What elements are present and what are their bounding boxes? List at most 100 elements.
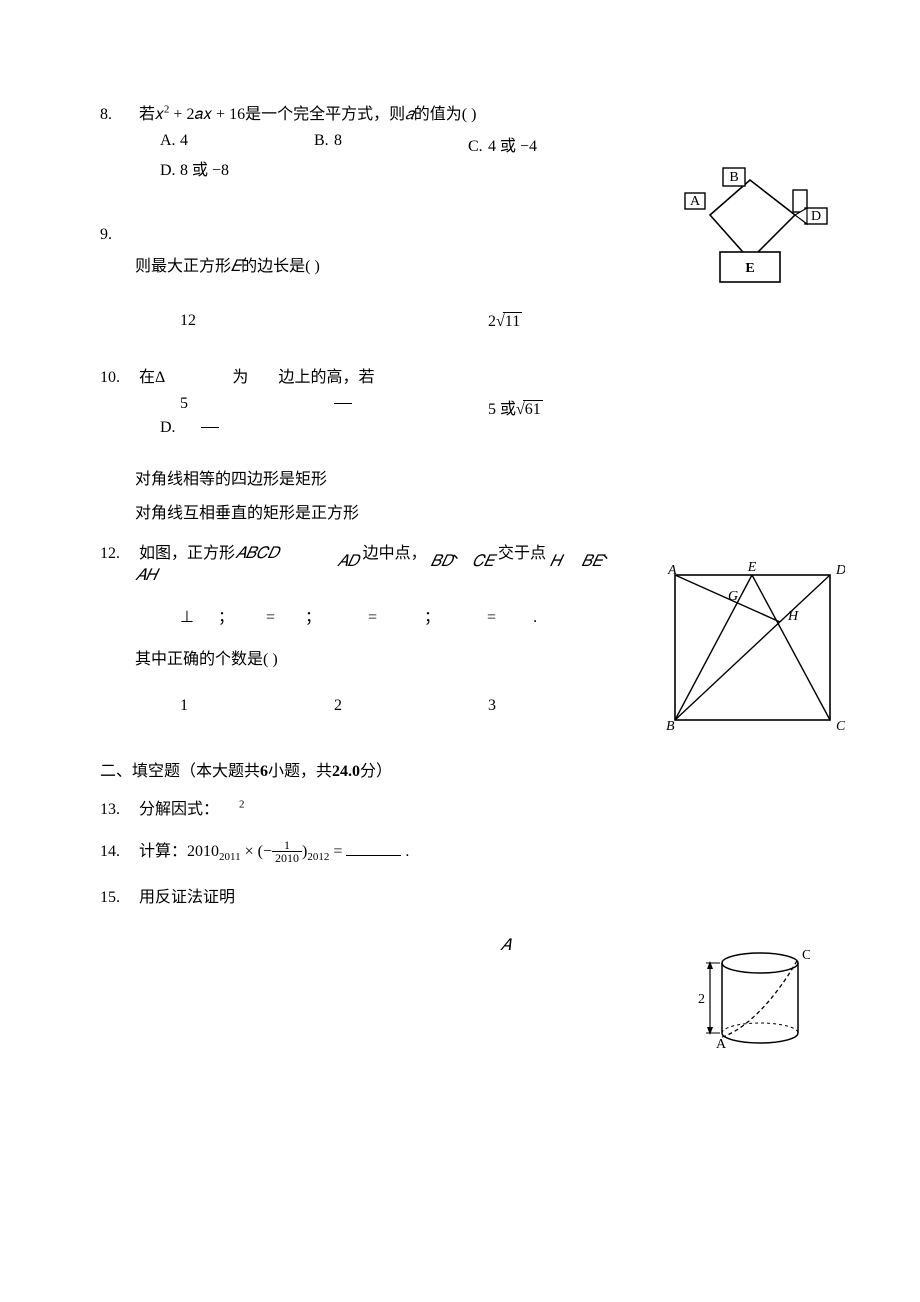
q9-l3-tail: 则最大正方形 (135, 258, 231, 275)
q10-p3: 为 (232, 369, 248, 386)
q14-base1: 2010 (187, 843, 219, 860)
q16-fragment: 𝐴 (500, 937, 660, 955)
q11-optB: 对角线互相垂直的矩形是正方形 (135, 505, 359, 522)
q12-sep: 、 (452, 545, 468, 562)
q14-eq: = (329, 843, 346, 860)
q10-optC-sqrt-arg: 61 (523, 400, 543, 419)
q10-tri: Δ (155, 369, 164, 386)
q14-blank (346, 855, 401, 856)
sec2-score: 24.0 (332, 763, 360, 780)
q12-fig-E: E (747, 560, 757, 575)
q15-stem: 用反证法证明 (139, 889, 235, 906)
q14-sup1: 2011 (219, 851, 241, 863)
q12-AH: 𝐴𝐻 (135, 567, 157, 584)
q13: 13. 分解因式： 2 (100, 795, 660, 819)
q14-tail: . (401, 843, 409, 860)
q10-optC-sqrt: 61 (516, 400, 543, 419)
q16-fig-h: 2 (698, 992, 705, 1007)
section2-header: 二、填空题（本大题共6小题，共24.0分） (100, 757, 660, 781)
q9-optC-sqrt-arg: 11 (503, 312, 522, 331)
q9-optC-sqrt: 11 (496, 312, 522, 331)
q8-optA-label: A. (160, 132, 180, 150)
q13-exp: 2 (239, 799, 245, 811)
q10-optA: 5 (180, 395, 188, 412)
q12-fig-H: H (787, 609, 799, 624)
q8-stem-prefix: 若𝑥 (139, 106, 164, 123)
q12-ABCD: 𝐴𝐵𝐶𝐷 (235, 545, 279, 562)
q16-figure: 2 A C (690, 945, 810, 1055)
q12-fig-B: B (666, 719, 675, 734)
q12-claims: ⊥；=；=；=. (160, 603, 660, 627)
q8-optC: 4 或 −4 (488, 138, 537, 155)
q15-number: 15. (100, 889, 135, 907)
q9-fig-A: A (690, 194, 701, 209)
q9-stem-line3: 则最大正方形𝐸的边长是( ) (135, 252, 660, 276)
q9-fig-B: B (729, 170, 738, 185)
q14-frac-den: 2010 (272, 852, 302, 865)
q9-l3-var: 𝐸 (231, 258, 241, 275)
q14-sup2: 2012 (307, 851, 329, 863)
q12: 12. 如图，正方形𝐴𝐵𝐶𝐷 𝐴𝐷 边中点， 𝐵𝐷、 𝐶𝐸 交于点 𝐻， 𝐵𝐸、 (100, 539, 660, 563)
q16-fig-A: A (716, 1037, 727, 1052)
q10-options: A.5 B. C.5 或61 D. (160, 395, 660, 437)
q14-times: × (− (241, 843, 272, 860)
q12-p4: 交于点 (498, 545, 546, 562)
q9-number: 9. (100, 226, 135, 244)
sec2-mid: 小题，共 (268, 763, 332, 780)
q8-number: 8. (100, 106, 135, 124)
q12-optB: 2 (334, 697, 342, 714)
q10: 10. 在Δ 为 边上的高，若 (100, 363, 660, 387)
q10-optC-pre: 5 或 (488, 401, 516, 418)
q8-optB: 8 (334, 132, 342, 149)
q12-fig-D: D (835, 563, 845, 578)
q12-p1: 如图，正方形 (139, 545, 235, 562)
q9-options: A.12 B. C.211 (160, 312, 660, 349)
q9-figure: B A C D E (665, 160, 835, 290)
q12-line2: 𝐴𝐻 (135, 567, 660, 585)
q10-optD-label: D. (160, 419, 176, 436)
q8-optD: 8 或 −8 (180, 162, 229, 179)
q8-stem-var: 𝑎 (405, 106, 414, 123)
q12-fig-G: G (728, 589, 738, 604)
q10-optB-dash (334, 403, 352, 404)
q12-options: A.1 B.2 C.3 (160, 697, 660, 733)
q8-options: A.4 B.8 C.4 或 −4 D.8 或 −8 (160, 132, 660, 180)
q9-fig-E: E (745, 261, 754, 276)
q10-optD-dash (201, 427, 219, 428)
q13-number: 13. (100, 801, 135, 819)
q12-p3: 边中点， (363, 545, 427, 562)
q12-sep2: 、 (602, 545, 618, 562)
q12-fig-C: C (836, 719, 845, 734)
q14-number: 14. (100, 843, 135, 861)
q10-number: 10. (100, 369, 135, 387)
q12-optA: 1 (180, 697, 188, 714)
q14-p1: 计算： (139, 843, 187, 860)
q8: 8. 若𝑥2 + 2𝑎𝑥 + 16是一个完全平方式，则𝑎的值为( ) (100, 100, 660, 124)
q16-fig-C: C (802, 948, 810, 963)
sec2-count: 6 (260, 763, 268, 780)
q12-number: 12. (100, 545, 135, 563)
q9-l3-suffix: 的边长是( ) (241, 258, 320, 275)
q9: 9. 如图是由“赵爽弦图”变化得到的，它由八个全等的直 (100, 220, 660, 244)
sec2-tail: 分） (360, 763, 392, 780)
q10-p1: 在 (139, 369, 155, 386)
q8-optD-label: D. (160, 162, 180, 180)
q11-optA: 对角线相等的四边形是矩形 (135, 471, 327, 488)
q8-optB-label: B. (314, 132, 334, 150)
q12-fig-A: A (667, 563, 677, 578)
q13-p1: 分解因式： (139, 801, 219, 818)
q12-figure: A E D B C G H (660, 560, 845, 735)
q9-optC-pre: 2 (488, 313, 496, 330)
q16-var: 𝐴 (500, 937, 511, 954)
page-content: 8. 若𝑥2 + 2𝑎𝑥 + 16是一个完全平方式，则𝑎的值为( ) A.4 B… (100, 100, 660, 955)
q8-optA: 4 (180, 132, 188, 149)
q14-frac: 12010 (272, 839, 302, 865)
q8-stem-mid: + 2𝑎𝑥 + 16是一个完全平方式，则 (169, 106, 405, 123)
q11: 对角线相等的四边形是矩形 (135, 465, 660, 489)
q12-tail-line: 其中正确的个数是( ) (135, 645, 660, 669)
q8-optC-label: C. (468, 138, 488, 156)
q8-stem-suffix: 的值为( ) (414, 106, 477, 123)
q14: 14. 计算：20102011 × (−12010)2012 = . (100, 837, 660, 865)
q10-p5: 边上的高，若 (278, 369, 374, 386)
sec2-h1: 二、填空题（本大题共 (100, 763, 260, 780)
